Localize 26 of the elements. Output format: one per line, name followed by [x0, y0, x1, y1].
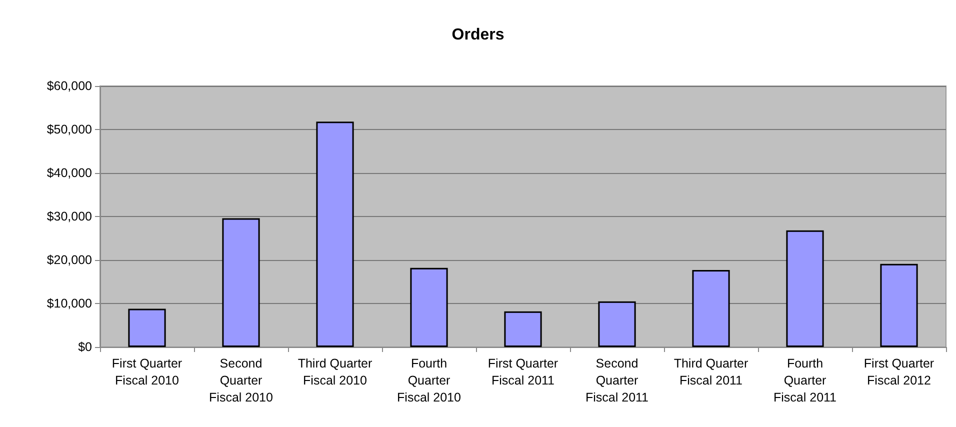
y-tick-label: $60,000 [46, 79, 92, 93]
x-tick-label: First Quarter Fiscal 2011 [488, 356, 558, 388]
y-tick-label: $10,000 [46, 296, 92, 310]
bar [128, 308, 166, 347]
bar [692, 270, 730, 347]
x-tick-label: Second Quarter Fiscal 2010 [209, 356, 273, 404]
x-tick-label: Fourth Quarter Fiscal 2010 [397, 356, 461, 404]
y-tick-label: $50,000 [46, 122, 92, 136]
bar [598, 301, 636, 347]
bar [786, 230, 824, 347]
y-tick-label: $40,000 [46, 166, 92, 180]
bar [504, 311, 542, 347]
x-tick-label: Second Quarter Fiscal 2011 [586, 356, 649, 404]
bar [222, 218, 260, 347]
x-tick-label: First Quarter Fiscal 2012 [864, 356, 934, 388]
bar [880, 264, 918, 347]
chart-title: Orders [452, 26, 504, 44]
bar [410, 268, 448, 347]
y-tick-label: $20,000 [46, 253, 92, 267]
y-tick-label: $0 [78, 340, 92, 354]
bar [316, 122, 354, 347]
x-tick-label: Third Quarter Fiscal 2011 [674, 356, 748, 388]
x-tick-label: Third Quarter Fiscal 2010 [298, 356, 372, 388]
x-tick-label: Fourth Quarter Fiscal 2011 [774, 356, 837, 404]
y-tick-label: $30,000 [46, 210, 92, 224]
x-tick-label: First Quarter Fiscal 2010 [112, 356, 182, 388]
